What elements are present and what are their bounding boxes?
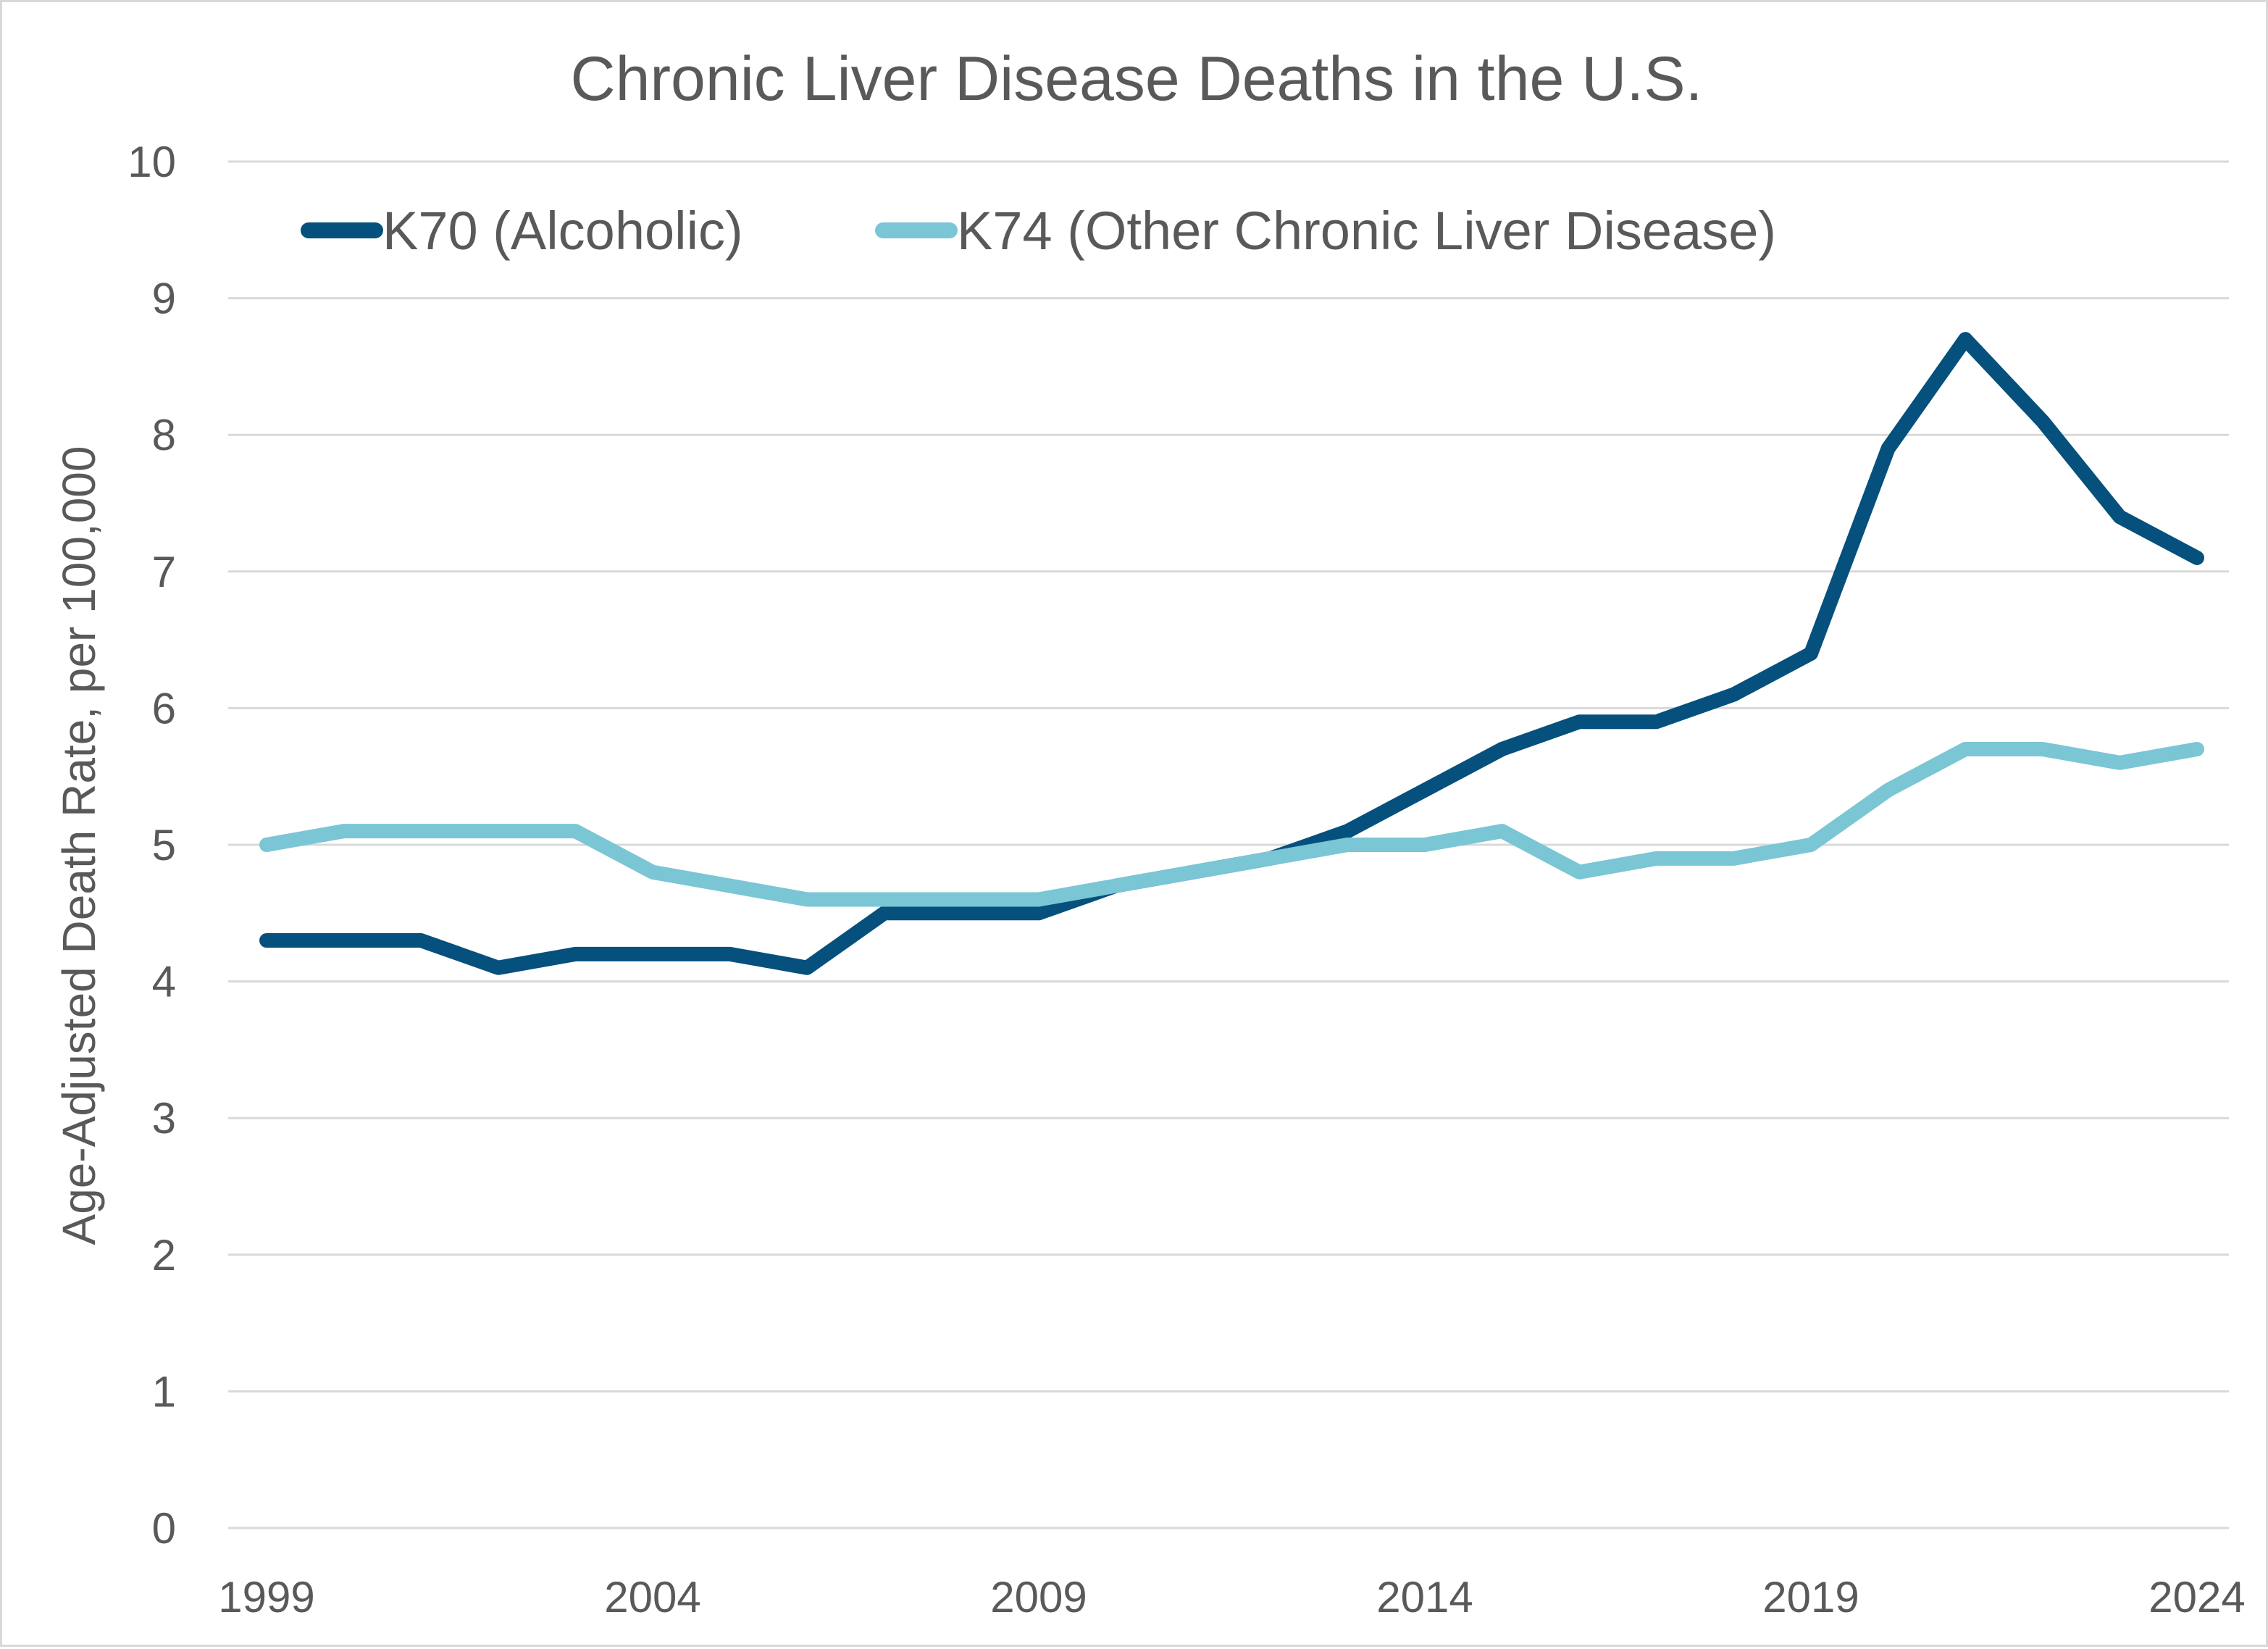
y-tick-label: 0 — [152, 1504, 176, 1553]
y-tick-label: 10 — [127, 138, 176, 186]
x-tick-label: 2009 — [990, 1573, 1087, 1621]
chart-title: Chronic Liver Disease Deaths in the U.S. — [570, 44, 1702, 114]
x-tick-label: 2024 — [2148, 1573, 2245, 1621]
y-axis-ticks: 0 1 2 3 4 5 6 7 8 9 10 — [127, 138, 176, 1553]
series-line-k70 — [259, 332, 2204, 975]
y-tick-label: 9 — [152, 275, 176, 323]
legend: K70 (Alcoholic) K74 (Other Chronic Liver … — [301, 201, 1776, 261]
x-axis-ticks: 1999 2004 2009 2014 2019 2024 — [218, 1573, 2245, 1621]
y-axis-label: Age-Adjusted Death Rate, per 100,000 — [53, 446, 105, 1245]
x-tick-label: 2014 — [1376, 1573, 1473, 1621]
x-tick-label: 2019 — [1762, 1573, 1859, 1621]
series-line-k74 — [259, 741, 2204, 907]
gridlines — [228, 160, 2229, 1529]
legend-label: K74 (Other Chronic Liver Disease) — [957, 201, 1776, 261]
y-tick-label: 3 — [152, 1094, 176, 1143]
y-tick-label: 4 — [152, 958, 176, 1006]
x-tick-label: 2004 — [604, 1573, 700, 1621]
y-tick-label: 8 — [152, 411, 176, 459]
legend-label: K70 (Alcoholic) — [382, 201, 743, 261]
y-tick-label: 1 — [152, 1367, 176, 1416]
y-tick-label: 6 — [152, 684, 176, 732]
y-tick-label: 5 — [152, 821, 176, 869]
y-tick-label: 7 — [152, 548, 176, 596]
y-tick-label: 2 — [152, 1231, 176, 1279]
x-tick-label: 1999 — [218, 1573, 314, 1621]
series-lines — [259, 332, 2204, 975]
